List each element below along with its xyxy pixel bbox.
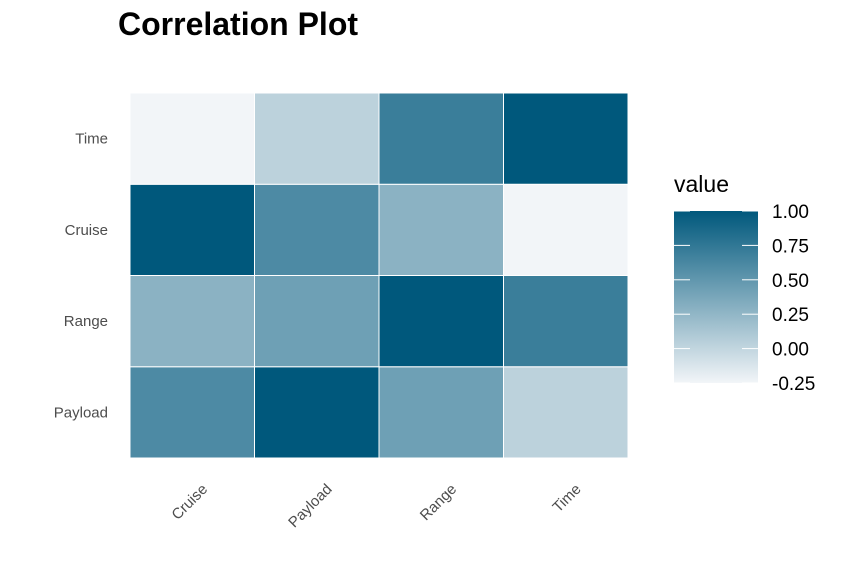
y-axis-ticks: Payload Range Cruise Time	[54, 131, 108, 422]
y-tick-label: Payload	[54, 404, 108, 421]
chart-title: Correlation Plot	[118, 6, 359, 42]
heatmap-cell-cruise-payload	[254, 183, 380, 276]
legend-title: value	[674, 171, 729, 197]
heatmap-cell-payload-payload	[254, 366, 380, 459]
legend-tick-label: 0.75	[772, 236, 809, 257]
heatmap-cell-cruise-time	[503, 183, 629, 276]
x-tick-label: Cruise	[168, 481, 211, 524]
x-tick-label: Payload	[285, 481, 335, 531]
heatmap-cell-cruise-range	[378, 183, 504, 276]
x-tick-label: Range	[417, 481, 460, 524]
legend-colorbar	[674, 211, 758, 383]
legend-tick-label: -0.25	[772, 374, 815, 395]
heatmap-cell-payload-time	[503, 366, 629, 459]
heatmap-cell-range-cruise	[129, 275, 255, 368]
x-axis-ticks: Cruise Payload Range Time	[168, 481, 584, 531]
legend-tick-label: 0.50	[772, 271, 809, 292]
heatmap-cell-range-time	[503, 275, 629, 368]
legend-tick-label: 1.00	[772, 202, 809, 223]
heatmap-cells	[129, 92, 629, 459]
color-legend: value 1.00 0.75 0.50 0.25 0.00 -0.25	[674, 171, 815, 395]
heatmap-cell-time-cruise	[129, 92, 255, 185]
heatmap-cell-range-range	[378, 275, 504, 368]
legend-tick-label: 0.00	[772, 340, 809, 361]
heatmap-cell-payload-cruise	[129, 366, 255, 459]
heatmap-cell-range-payload	[254, 275, 380, 368]
y-tick-label: Time	[75, 131, 108, 148]
heatmap-cell-time-range	[378, 92, 504, 185]
legend-tick-label: 0.25	[772, 305, 809, 326]
heatmap-cell-time-payload	[254, 92, 380, 185]
heatmap-cell-payload-range	[378, 366, 504, 459]
heatmap-cell-cruise-cruise	[129, 183, 255, 276]
x-tick-label: Time	[549, 481, 584, 516]
heatmap-cell-time-time	[503, 92, 629, 185]
y-tick-label: Cruise	[65, 222, 108, 239]
y-tick-label: Range	[64, 313, 108, 330]
